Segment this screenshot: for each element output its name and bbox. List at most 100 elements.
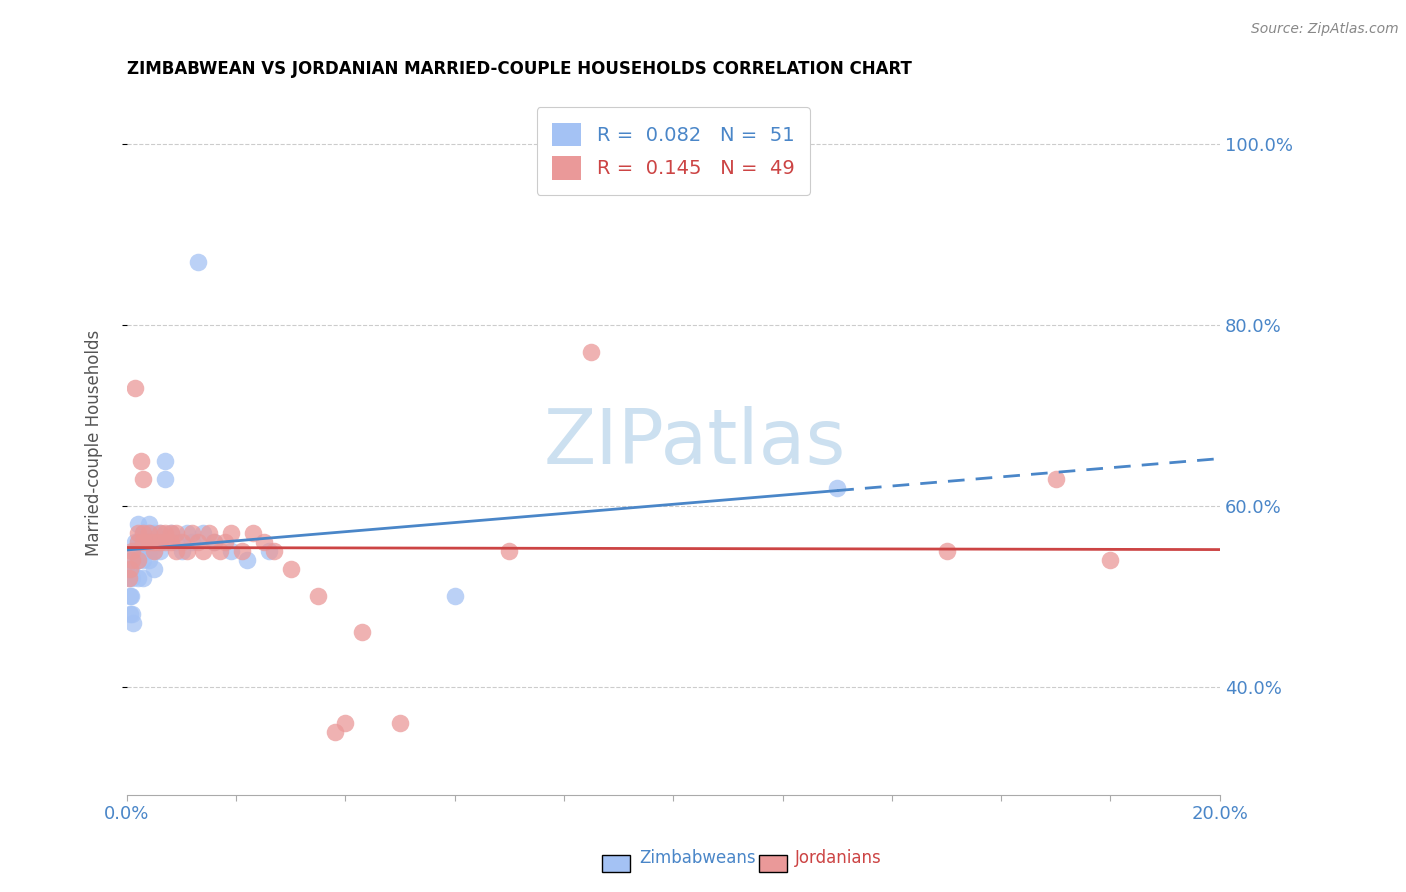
Point bbox=[165, 535, 187, 549]
Point bbox=[121, 571, 143, 585]
Point bbox=[138, 526, 160, 541]
Point bbox=[170, 535, 193, 549]
Point bbox=[124, 535, 146, 549]
Legend: R =  0.082   N =  51, R =  0.145   N =  49: R = 0.082 N = 51, R = 0.145 N = 49 bbox=[537, 107, 810, 195]
Point bbox=[1099, 553, 1122, 567]
Point bbox=[143, 562, 166, 576]
Point bbox=[202, 535, 225, 549]
Point bbox=[242, 526, 264, 541]
Point bbox=[198, 526, 221, 541]
Point bbox=[335, 715, 357, 730]
Point bbox=[165, 526, 187, 541]
Point bbox=[143, 544, 166, 558]
Point bbox=[825, 481, 848, 495]
Point bbox=[143, 535, 166, 549]
Point bbox=[323, 724, 346, 739]
Point bbox=[132, 535, 155, 549]
Point bbox=[181, 535, 204, 549]
Point bbox=[138, 535, 160, 549]
Point bbox=[176, 544, 198, 558]
Text: Jordanians: Jordanians bbox=[794, 849, 882, 867]
Point bbox=[202, 535, 225, 549]
Point bbox=[121, 544, 143, 558]
Point bbox=[138, 516, 160, 531]
Point bbox=[143, 544, 166, 558]
Point bbox=[132, 535, 155, 549]
Point bbox=[149, 535, 172, 549]
Point bbox=[214, 535, 236, 549]
Point bbox=[138, 526, 160, 541]
Point bbox=[170, 544, 193, 558]
Point bbox=[127, 553, 149, 567]
Point bbox=[138, 544, 160, 558]
Point bbox=[122, 616, 145, 631]
Point bbox=[127, 526, 149, 541]
Point bbox=[236, 553, 259, 567]
Point bbox=[132, 571, 155, 585]
Point bbox=[138, 535, 160, 549]
Point bbox=[159, 526, 181, 541]
Point bbox=[263, 544, 285, 558]
Point bbox=[181, 526, 204, 541]
Point bbox=[120, 589, 142, 603]
Point bbox=[132, 526, 155, 541]
Point bbox=[138, 553, 160, 567]
Point bbox=[307, 589, 329, 603]
Text: Zimbabweans: Zimbabweans bbox=[640, 849, 756, 867]
Point bbox=[280, 562, 302, 576]
Point bbox=[187, 535, 209, 549]
Point bbox=[127, 535, 149, 549]
Point bbox=[208, 544, 231, 558]
Point bbox=[149, 526, 172, 541]
Point bbox=[132, 553, 155, 567]
Text: ZIMBABWEAN VS JORDANIAN MARRIED-COUPLE HOUSEHOLDS CORRELATION CHART: ZIMBABWEAN VS JORDANIAN MARRIED-COUPLE H… bbox=[127, 60, 911, 78]
Point bbox=[132, 472, 155, 486]
Point bbox=[127, 535, 149, 549]
Point bbox=[231, 544, 253, 558]
Point bbox=[159, 526, 181, 541]
Point bbox=[124, 381, 146, 395]
Point bbox=[127, 553, 149, 567]
Point bbox=[935, 544, 957, 558]
Point bbox=[219, 526, 242, 541]
Point bbox=[149, 535, 172, 549]
Point bbox=[129, 454, 152, 468]
Point bbox=[127, 516, 149, 531]
Point bbox=[127, 571, 149, 585]
Point bbox=[176, 526, 198, 541]
Point bbox=[1045, 472, 1067, 486]
Point bbox=[118, 571, 141, 585]
Point bbox=[443, 589, 465, 603]
Point bbox=[124, 544, 146, 558]
Point bbox=[149, 544, 172, 558]
Point bbox=[153, 535, 176, 549]
Point bbox=[350, 625, 373, 640]
Point bbox=[118, 571, 141, 585]
Point bbox=[165, 544, 187, 558]
Point bbox=[120, 607, 142, 622]
Point bbox=[132, 526, 155, 541]
Point bbox=[121, 553, 143, 567]
Point bbox=[129, 535, 152, 549]
Point bbox=[153, 472, 176, 486]
Point bbox=[118, 589, 141, 603]
Point bbox=[153, 526, 176, 541]
Text: ZIPatlas: ZIPatlas bbox=[544, 406, 846, 480]
Point bbox=[187, 255, 209, 269]
Point bbox=[120, 562, 142, 576]
Text: Source: ZipAtlas.com: Source: ZipAtlas.com bbox=[1251, 22, 1399, 37]
Point bbox=[132, 544, 155, 558]
Point bbox=[193, 544, 215, 558]
Y-axis label: Married-couple Households: Married-couple Households bbox=[86, 329, 103, 556]
Point bbox=[252, 535, 274, 549]
Point bbox=[193, 526, 215, 541]
Point bbox=[117, 562, 139, 576]
Point bbox=[219, 544, 242, 558]
Point bbox=[141, 535, 163, 549]
Point bbox=[121, 553, 143, 567]
Point bbox=[149, 526, 172, 541]
Point bbox=[159, 535, 181, 549]
Point bbox=[143, 526, 166, 541]
Point bbox=[135, 526, 157, 541]
Point bbox=[581, 345, 603, 359]
